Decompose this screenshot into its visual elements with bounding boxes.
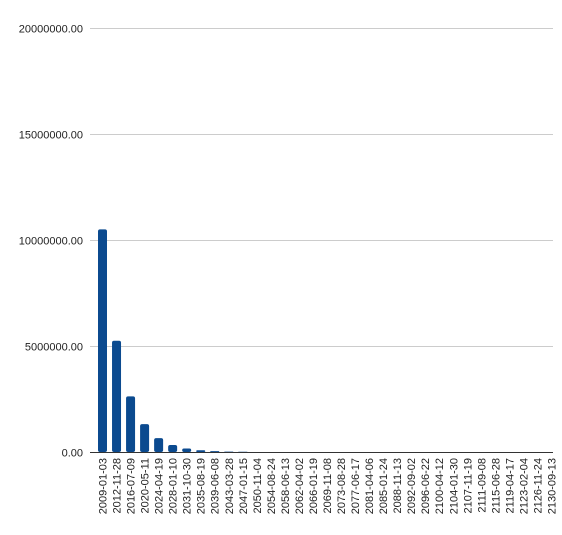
bar [154,438,164,452]
x-tick-label: 2073-08-28 [336,458,348,514]
bars [98,229,248,452]
bar [98,229,107,452]
y-tick-label: 20000000.00 [19,24,83,36]
x-tick-label: 2024-04-19 [154,458,166,514]
x-tick-label: 2104-01-30 [448,458,460,514]
x-tick-label: 2115-06-28 [490,458,502,513]
x-tick-label: 2054-08-24 [266,458,278,514]
bar [126,396,136,452]
x-tick-label: 2058-06-13 [280,458,292,514]
x-tick-label: 2016-07-09 [126,458,138,514]
x-tick-label: 2130-09-13 [546,458,558,514]
x-tick-label: 2069-11-08 [322,458,334,513]
y-tick-label: 15000000.00 [19,130,83,142]
x-tick-label: 2050-11-04 [252,458,264,513]
y-tick-label: 5000000.00 [25,342,83,354]
x-axis-tick-labels: 2009-01-03 2012-11-28 2016-07-09 2020-05-11… [98,458,559,514]
x-tick-label: 2123-02-04 [518,458,530,514]
x-tick-label: 2039-06-08 [210,458,222,514]
bar [196,450,206,452]
grid-lines [90,28,553,453]
x-tick-label: 2107-11-19 [462,458,474,513]
x-tick-label: 2126-11-24 [532,458,544,513]
x-tick-label: 2096-06-22 [420,458,432,514]
x-tick-label: 2085-01-24 [378,458,390,514]
bar [140,424,150,452]
x-tick-label: 2047-01-15 [238,458,250,514]
x-tick-label: 2031-10-30 [182,458,194,514]
x-tick-label: 2100-04-12 [434,458,446,514]
x-tick-label: 2020-05-11 [140,458,152,513]
x-tick-label: 2077-06-17 [350,458,362,514]
x-tick-label: 2043-03-28 [224,458,236,514]
bar [168,445,178,452]
x-tick-label: 2062-04-02 [294,458,306,514]
x-tick-label: 2066-01-19 [308,458,320,514]
x-tick-label: 2035-08-19 [196,458,208,514]
bar [210,451,220,452]
y-tick-label: 10000000.00 [19,236,83,248]
y-axis-tick-labels: 0.00 5000000.00 10000000.00 15000000.00 2000… [19,24,83,460]
x-tick-label: 2028-01-10 [168,458,180,514]
x-tick-label: 2119-04-17 [504,458,516,513]
bar [112,340,122,452]
x-tick-label: 2012-11-28 [112,458,124,513]
x-tick-label: 2111-09-08 [476,458,488,513]
x-tick-label: 2009-01-03 [98,458,110,514]
y-tick-label: 0.00 [62,448,83,460]
x-tick-label: 2081-04-06 [364,458,376,514]
x-tick-label: 2092-09-02 [406,458,418,514]
x-tick-label: 2088-11-13 [392,458,404,513]
bar [182,448,192,452]
